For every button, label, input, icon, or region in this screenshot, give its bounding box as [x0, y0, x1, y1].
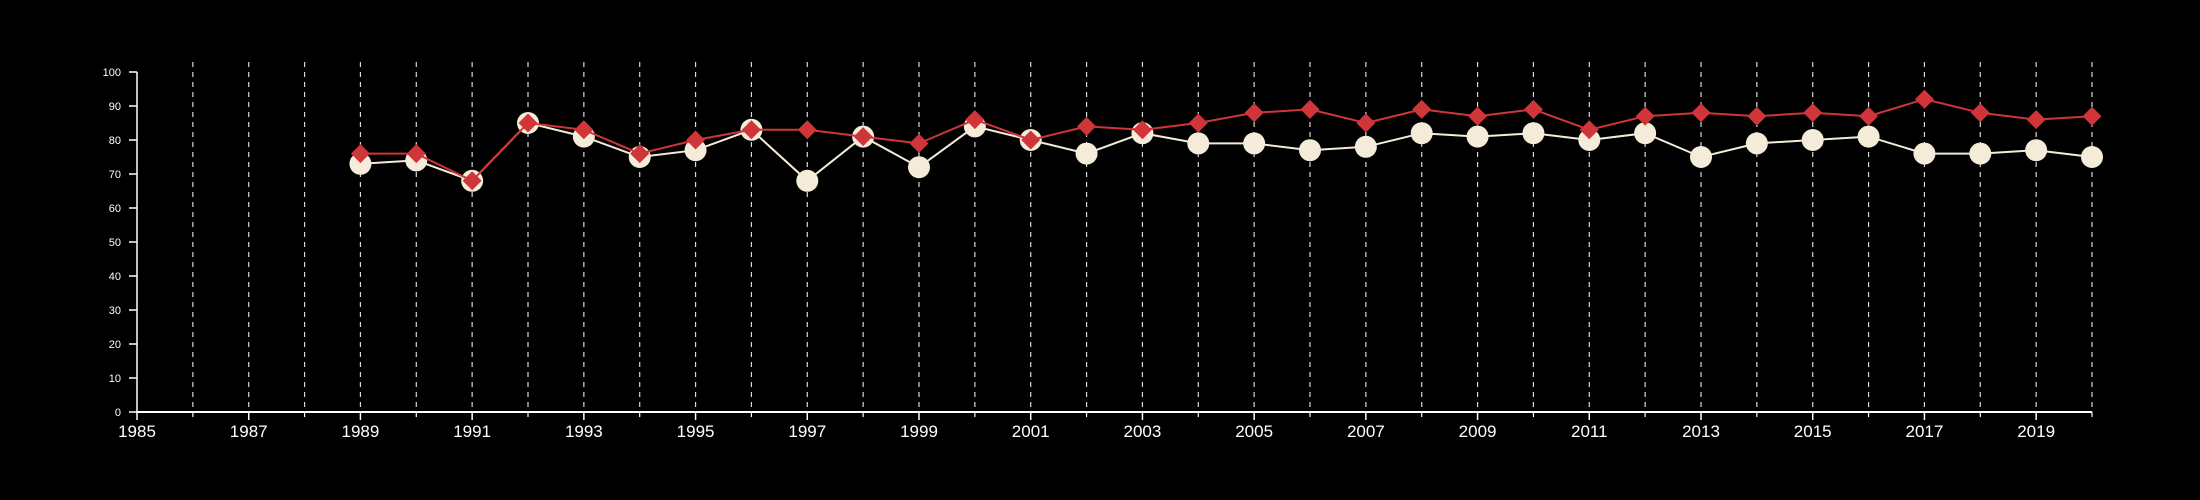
data-point-diamond — [1914, 89, 1934, 109]
data-point-circle — [1522, 122, 1545, 145]
data-point-diamond — [574, 120, 594, 140]
y-tick-label: 40 — [109, 271, 121, 283]
data-point-diamond — [965, 110, 985, 130]
x-tick-label: 1993 — [565, 422, 603, 441]
data-point-diamond — [518, 113, 538, 133]
series-diamond — [350, 89, 2102, 191]
series-line-circle — [360, 121, 2093, 183]
series-line-diamond — [360, 98, 2093, 183]
data-point-circle — [1913, 142, 1936, 165]
axes: 0 10 20 30 40 50 60 70 80 90 100 1985 1987 1989 1991 19… — [103, 67, 2093, 441]
data-point-diamond — [1635, 106, 1655, 126]
data-point-circle — [1187, 132, 1210, 155]
data-point-diamond — [2082, 106, 2102, 126]
data-point-circle — [1243, 132, 1266, 155]
grid-lines — [192, 62, 2093, 412]
data-point-circle — [2025, 139, 2048, 162]
data-point-circle — [796, 169, 819, 192]
x-tick-label: 1989 — [342, 422, 380, 441]
data-point-diamond — [1970, 103, 1990, 123]
data-point-diamond — [909, 133, 929, 153]
data-point-circle — [684, 139, 707, 162]
y-tick-label: 20 — [109, 339, 121, 351]
data-point-diamond — [1356, 113, 1376, 133]
data-point-diamond — [406, 144, 426, 164]
data-point-diamond — [350, 144, 370, 164]
x-tick-label: 2001 — [1012, 422, 1050, 441]
data-point-diamond — [1747, 106, 1767, 126]
y-tick-label: 70 — [109, 169, 121, 181]
data-point-circle — [1299, 139, 1321, 162]
x-tick-label: 2003 — [1124, 422, 1162, 441]
x-tick-label: 2007 — [1347, 422, 1385, 441]
y-tick-label: 0 — [115, 407, 121, 419]
data-point-diamond — [1188, 113, 1208, 133]
data-point-circle — [1634, 122, 1657, 145]
data-point-diamond — [1077, 116, 1097, 136]
data-point-diamond — [1468, 106, 1488, 126]
data-point-diamond — [462, 171, 482, 191]
data-point-circle — [1745, 132, 1768, 155]
data-point-circle — [1578, 129, 1601, 151]
data-point-diamond — [1412, 99, 1432, 119]
x-tick-label: 1987 — [230, 422, 268, 441]
data-point-circle — [2081, 146, 2103, 168]
y-tick-label: 60 — [109, 203, 121, 215]
y-tick-label: 50 — [109, 237, 121, 249]
data-point-diamond — [797, 120, 817, 140]
x-tick-label: 1991 — [453, 422, 491, 441]
x-tick-label: 2013 — [1682, 422, 1720, 441]
data-point-diamond — [1579, 120, 1599, 140]
y-tick-label: 30 — [109, 305, 121, 317]
x-tick-label: 2005 — [1235, 422, 1273, 441]
data-point-circle — [1354, 135, 1377, 158]
series-layer — [349, 89, 2103, 192]
x-tick-label: 2019 — [2017, 422, 2055, 441]
data-point-circle — [1857, 125, 1880, 148]
y-tick-label: 80 — [109, 135, 121, 147]
data-point-diamond — [1021, 130, 1041, 150]
y-tick-label: 90 — [109, 101, 121, 113]
data-point-diamond — [686, 130, 706, 150]
x-tick-label: 2009 — [1459, 422, 1497, 441]
data-point-diamond — [1132, 120, 1152, 140]
x-tick-label: 2011 — [1571, 422, 1608, 441]
series-circle — [349, 112, 2103, 192]
y-tick-label: 10 — [109, 373, 121, 385]
data-point-diamond — [1244, 103, 1264, 123]
data-point-circle — [1410, 122, 1433, 145]
data-point-diamond — [741, 120, 761, 140]
x-tick-label: 1995 — [677, 422, 715, 441]
data-point-circle — [908, 156, 930, 179]
y-tick-label: 100 — [103, 67, 121, 79]
x-tick-label: 1985 — [118, 422, 156, 441]
data-point-circle — [349, 152, 372, 175]
x-tick-label: 1999 — [900, 422, 938, 441]
data-point-diamond — [1523, 99, 1543, 119]
data-point-circle — [1690, 146, 1712, 168]
data-point-diamond — [1300, 99, 1320, 119]
data-point-diamond — [1859, 106, 1879, 126]
data-point-diamond — [2026, 110, 2046, 130]
data-point-diamond — [853, 127, 873, 147]
data-point-circle — [1075, 142, 1098, 165]
data-point-circle — [1466, 125, 1489, 148]
data-point-circle — [1801, 129, 1824, 151]
x-tick-label: 2015 — [1794, 422, 1832, 441]
data-point-diamond — [1803, 103, 1823, 123]
data-point-diamond — [630, 144, 650, 164]
x-tick-label: 1997 — [788, 422, 826, 441]
data-point-circle — [1969, 142, 1992, 165]
data-point-diamond — [1691, 103, 1711, 123]
x-tick-label: 2017 — [1906, 422, 1944, 441]
